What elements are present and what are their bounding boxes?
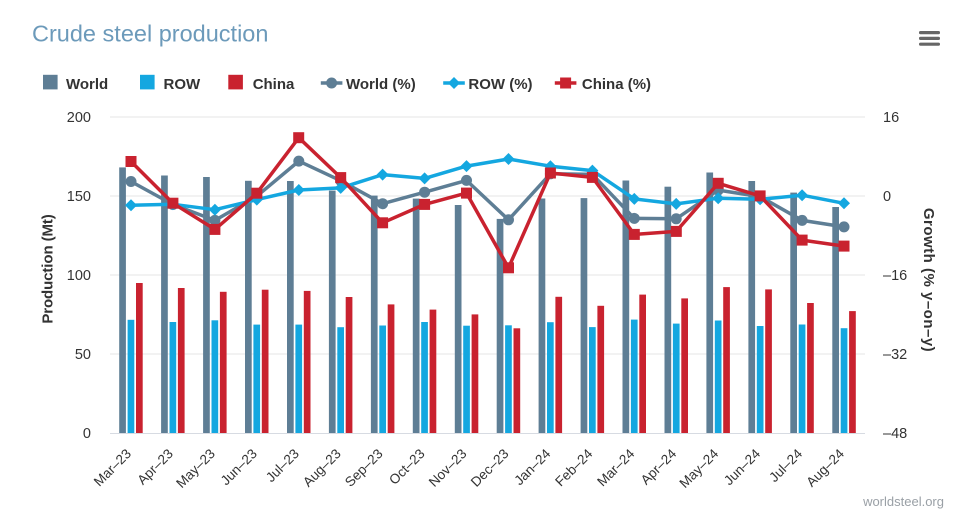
svg-text:50: 50 xyxy=(75,347,91,363)
svg-text:–32: –32 xyxy=(883,347,907,363)
svg-text:Production (Mt): Production (Mt) xyxy=(40,214,57,323)
svg-text:World (%): World (%) xyxy=(346,76,416,93)
svg-text:200: 200 xyxy=(67,110,91,126)
svg-text:ROW: ROW xyxy=(164,76,202,93)
svg-text:0: 0 xyxy=(883,189,891,205)
svg-text:–48: –48 xyxy=(883,426,907,442)
svg-text:100: 100 xyxy=(67,268,91,284)
svg-text:China (%): China (%) xyxy=(582,76,651,93)
svg-text:0: 0 xyxy=(83,426,91,442)
svg-text:Crude steel production: Crude steel production xyxy=(32,21,268,47)
svg-text:16: 16 xyxy=(883,110,899,126)
svg-text:–16: –16 xyxy=(883,268,907,284)
svg-text:World: World xyxy=(66,76,108,93)
svg-text:ROW (%): ROW (%) xyxy=(468,76,532,93)
svg-text:150: 150 xyxy=(67,189,91,205)
svg-text:China: China xyxy=(253,76,295,93)
svg-text:worldsteel.org: worldsteel.org xyxy=(862,494,944,509)
svg-text:Growth (% y–on–y): Growth (% y–on–y) xyxy=(920,208,937,352)
